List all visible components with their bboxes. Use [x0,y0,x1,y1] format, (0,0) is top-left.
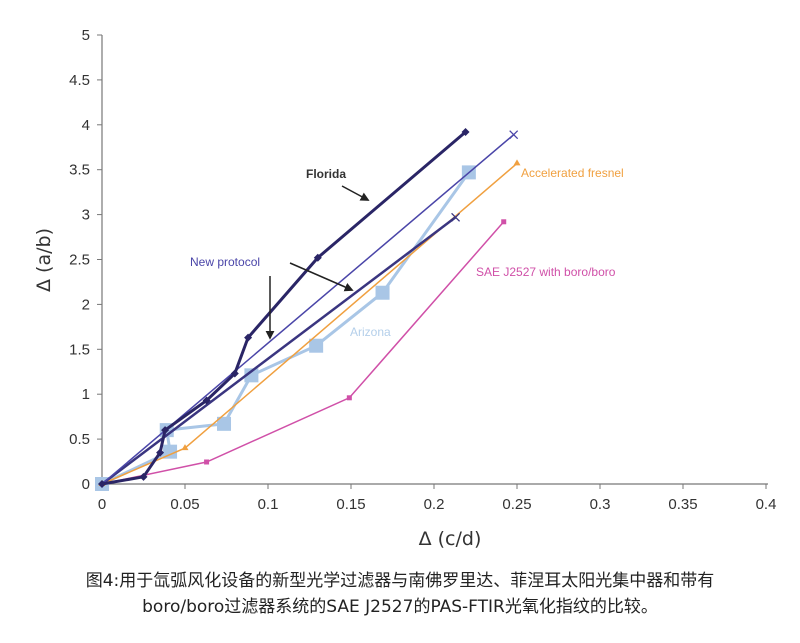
data-point [501,219,507,225]
annotations: Florida New protocol Arizona Accelerated… [190,166,624,340]
y-tick-label: 4 [82,117,90,134]
caption-line-2: boro/boro过滤器系统的SAE J2527的PAS-FTIR光氧化指纹的比… [142,597,658,617]
data-point [139,472,148,481]
y-tick-label: 5 [82,27,90,44]
x-tick-label: 0.35 [668,496,697,513]
data-point [161,426,170,435]
annotation-accelerated-fresnel: Accelerated fresnel [521,166,624,180]
data-point [244,368,259,383]
annotation-sae: SAE J2527 with boro/boro [476,265,616,279]
caption-line-1: 图4:用于氙弧风化设备的新型光学过滤器与南佛罗里达、菲涅耳太阳光集中器和带有 [85,571,715,591]
series-new-protocol [101,212,461,485]
data-point [313,253,322,262]
x-tick-label: 0.4 [756,496,777,513]
data-point [509,130,519,140]
annotation-florida: Florida [306,167,346,181]
data-point [346,395,352,401]
axes: 0 0.05 0.1 0.15 0.2 0.25 0.3 0.35 0.4 0 0.5 1 1.5 2 2.… [69,27,776,513]
x-tick-label: 0.15 [336,496,365,513]
data-point [461,127,470,136]
x-tick-label: 0 [98,496,106,513]
data-point [202,396,211,405]
y-tick-label: 2 [82,296,90,313]
series-line [101,130,467,486]
x-axis-label: Δ (c/d) [419,528,482,550]
series-florida [98,127,470,488]
y-axis-label: Δ (a/b) [33,228,55,292]
data-point [230,369,239,378]
data-point [309,338,324,353]
data-point [98,480,106,488]
data-point [204,459,210,465]
x-tick-label: 0.25 [502,496,531,513]
y-tick-label: 4.5 [69,72,90,89]
series-line [101,221,505,485]
data-point [181,444,189,451]
data-point [244,333,253,342]
y-tick-label: 0.5 [69,431,90,448]
data-point [163,444,178,459]
data-point [375,285,390,300]
data-point [217,416,232,431]
new-protocol-arrow-1 [289,262,354,292]
x-tick-label: 0.05 [170,496,199,513]
figure-caption: 图4:用于氙弧风化设备的新型光学过滤器与南佛罗里达、菲涅耳太阳光集中器和带有 b… [0,568,800,620]
y-tick-label: 3 [82,207,90,224]
chart: 0 0.05 0.1 0.15 0.2 0.25 0.3 0.35 0.4 0 0.5 1 1.5 2 2.… [33,27,776,550]
y-tick-label: 2.5 [69,252,90,269]
florida-arrow [341,185,370,201]
data-point [451,212,461,222]
series-line [101,216,457,485]
y-tick-label: 1.5 [69,341,90,358]
data-point [156,448,165,457]
x-tick-label: 0.1 [258,496,279,513]
annotation-arizona: Arizona [350,325,391,339]
y-tick-label: 1 [82,386,90,403]
annotation-new-protocol: New protocol [190,255,260,269]
y-tick-label: 0 [82,476,90,493]
data-point [513,159,521,166]
y-tick-label: 3.5 [69,162,90,179]
series-group [95,127,521,491]
x-tick-label: 0.3 [590,496,611,513]
x-tick-label: 0.2 [424,496,445,513]
